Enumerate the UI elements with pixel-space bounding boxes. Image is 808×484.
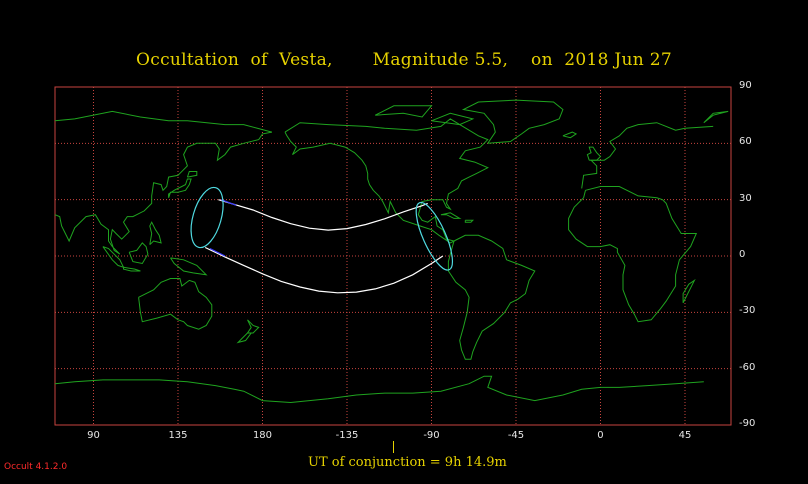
coastline-segment [123,266,141,272]
longitude-tick: -135 [335,430,359,441]
longitude-tick: 90 [87,430,100,441]
version-label: Occult 4.1.2.0 [4,462,68,472]
south-limit-line [204,246,444,294]
latitude-tick: 0 [739,249,746,260]
coastline-segment [703,110,729,124]
conjunction-marker [393,441,394,453]
occultation-path [190,186,454,294]
coastline-segment [138,278,213,330]
map-frame [54,86,732,426]
latitude-tick: 90 [739,80,752,91]
latitude-tick: 30 [739,192,752,204]
coastline-segment [586,146,602,161]
map-title: Occultation of Vesta, Magnitude 5.5, on … [136,50,672,70]
longitude-tick: -90 [423,430,440,441]
coastline-segment [54,375,704,404]
coastline-segment [246,319,260,334]
coastline-segment [447,234,536,360]
coastline-segment [284,118,489,244]
longitude-tick: 135 [168,430,188,441]
north-limit-line [218,199,428,231]
limit-stub [209,247,226,257]
coastline-segment [170,257,208,276]
latitude-tick: 60 [739,136,752,148]
longitude-tick: -45 [507,430,525,441]
coastline-segment [236,332,253,344]
coastlines [54,99,729,404]
coastline-segment [168,178,192,198]
ut-of-conjunction: UT of conjunction = 9h 14.9m [308,455,507,470]
longitude-tick: 45 [678,430,692,441]
coastline-segment [464,219,475,223]
coastline-segment [54,110,273,255]
latitude-tick: -90 [739,418,756,429]
coastline-segment [374,105,433,118]
longitude-tick: 0 [597,430,604,441]
coastline-segment [461,99,564,144]
sunset-limit-ellipse [415,201,454,271]
latitude-tick: -60 [739,361,756,373]
sunrise-limit-ellipse [190,186,224,249]
coastline-segment [568,186,698,323]
latitude-tick: -30 [739,305,756,317]
coastline-segment [149,221,162,246]
coastline-segment [128,242,149,265]
coastline-segment [431,112,475,126]
longitude-tick: 180 [252,430,273,441]
coastline-segment [682,278,696,304]
coastline-segment [562,131,578,139]
coastline-segment [581,122,714,189]
coastline-segment [186,171,198,178]
coastline-segment [440,212,462,219]
limit-stub [220,199,237,206]
